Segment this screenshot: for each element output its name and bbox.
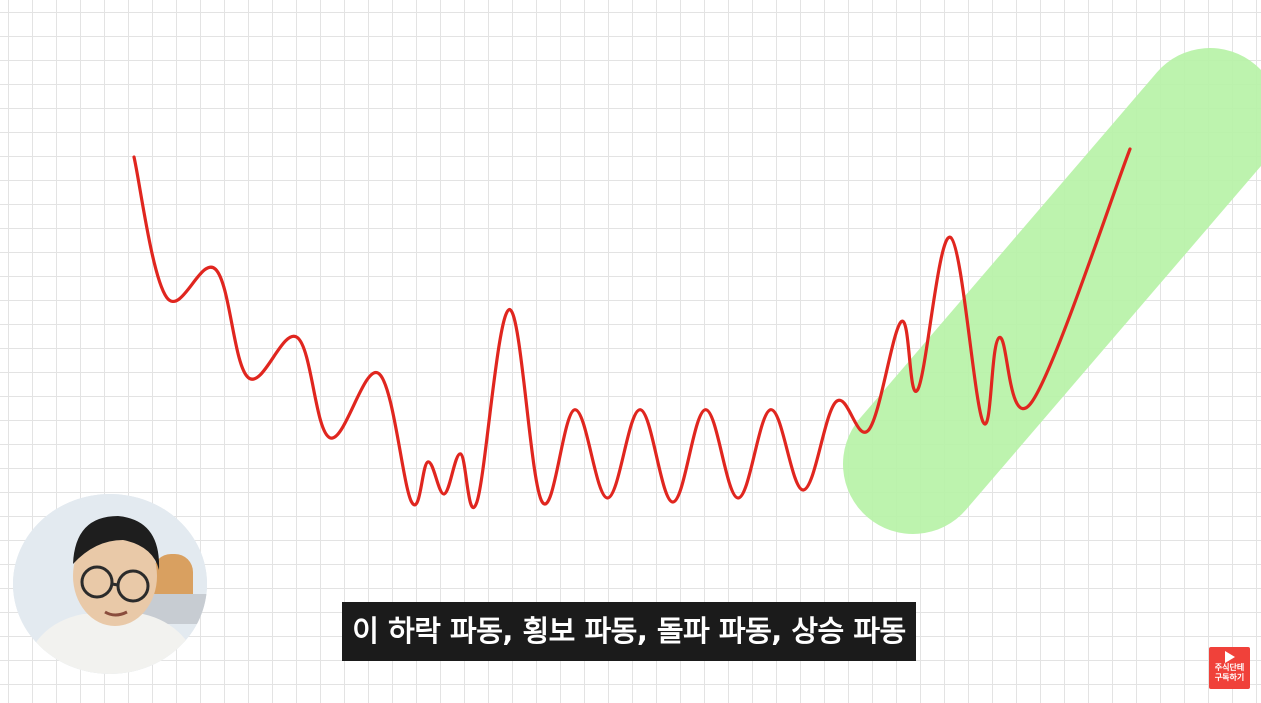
wave-point bbox=[296, 336, 299, 339]
wave-point bbox=[981, 420, 985, 423]
wave-point bbox=[704, 408, 707, 411]
wave-point bbox=[802, 488, 805, 492]
wave-point bbox=[949, 236, 952, 239]
subscribe-badge[interactable]: 주식단테 구독하기 bbox=[1209, 647, 1250, 689]
wave-point bbox=[165, 296, 168, 299]
wave-point bbox=[639, 408, 642, 411]
wave-point bbox=[769, 408, 772, 411]
wave-point bbox=[214, 268, 217, 271]
wave-point bbox=[508, 308, 511, 311]
wave-point bbox=[1128, 147, 1132, 151]
badge-channel-name: 주식단테 bbox=[1214, 663, 1245, 672]
wave-point bbox=[328, 436, 332, 439]
play-icon bbox=[1224, 651, 1235, 663]
wave-point bbox=[834, 400, 838, 403]
wave-point bbox=[443, 492, 446, 496]
wave-point bbox=[459, 452, 462, 456]
wave-point bbox=[867, 428, 870, 431]
presenter-illustration bbox=[13, 494, 207, 674]
wave-point bbox=[736, 496, 740, 500]
wave-point bbox=[1030, 400, 1034, 403]
wave-point bbox=[900, 320, 903, 323]
rising-wave-highlight bbox=[843, 48, 1261, 534]
wave-point bbox=[132, 155, 136, 159]
wave-point bbox=[916, 388, 919, 391]
wave-point bbox=[606, 496, 609, 500]
wave-point bbox=[426, 460, 430, 464]
wave-point bbox=[475, 500, 479, 504]
wave-point bbox=[247, 376, 250, 379]
wave-point bbox=[998, 336, 1001, 339]
wave-point bbox=[541, 500, 544, 504]
presenter-avatar bbox=[13, 494, 207, 674]
wave-point bbox=[671, 500, 674, 504]
wave-point bbox=[410, 500, 413, 504]
wave-point bbox=[573, 408, 577, 411]
wave-point bbox=[377, 372, 381, 375]
badge-subscribe-label: 구독하기 bbox=[1214, 673, 1245, 682]
caption-subtitle: 이 하락 파동, 횡보 파동, 돌파 파동, 상승 파동 bbox=[342, 602, 916, 661]
